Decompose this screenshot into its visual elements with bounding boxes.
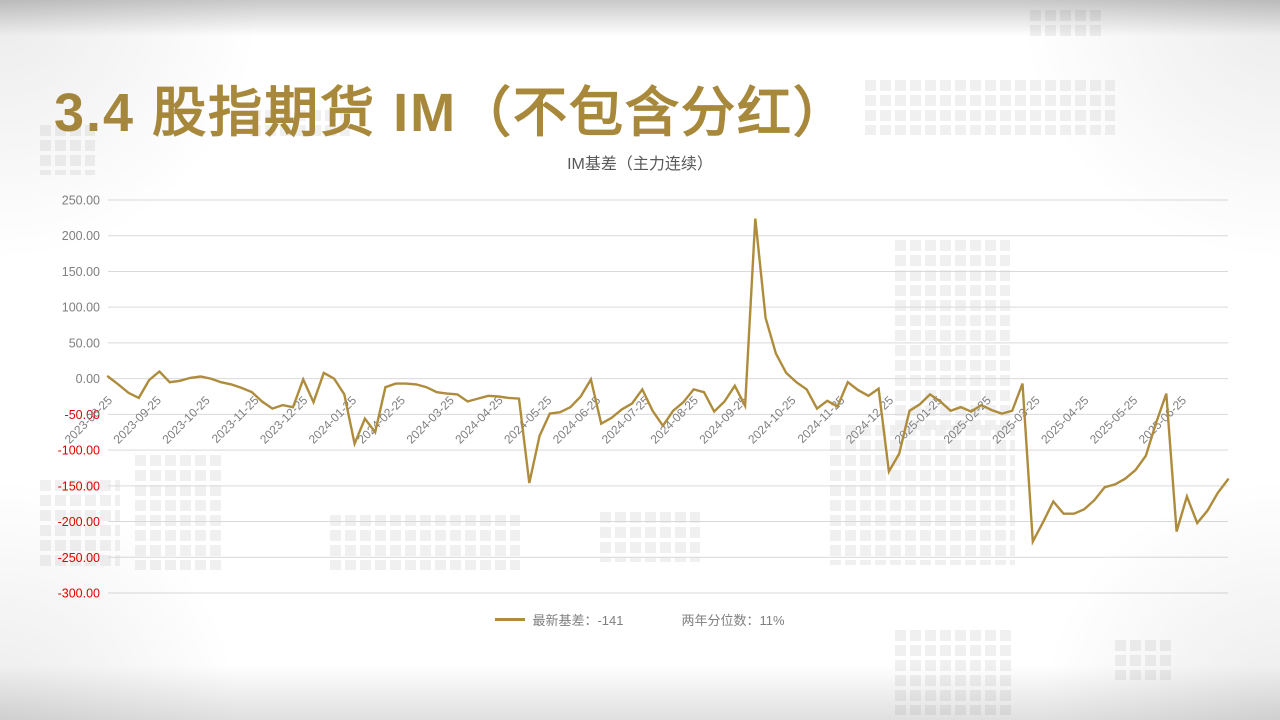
- y-axis-tick-label: 250.00: [62, 194, 100, 208]
- x-axis-tick-label: 2025-01-25: [892, 393, 946, 447]
- y-axis-tick-label: -100.00: [58, 444, 100, 458]
- y-axis-tick-label: 150.00: [62, 265, 100, 279]
- x-axis-tick-label: 2024-03-25: [404, 393, 458, 447]
- y-axis-tick-label: 200.00: [62, 229, 100, 243]
- x-axis-tick-label: 2024-12-25: [843, 393, 897, 447]
- x-axis-tick-label: 2023-09-25: [111, 393, 165, 447]
- chart-title: IM基差（主力连续）: [567, 156, 713, 173]
- x-axis-tick-label: 2025-04-25: [1038, 393, 1092, 447]
- y-axis-tick-label: -50.00: [65, 408, 100, 422]
- legend-latest-basis-label: 最新基差：-141: [532, 613, 624, 628]
- x-axis-tick-label: 2023-10-25: [159, 393, 213, 447]
- legend-item-percentile: 两年分位数：11%: [681, 610, 784, 629]
- watermark-mosaic: [250, 110, 350, 140]
- watermark-mosaic: [135, 455, 225, 570]
- x-axis-tick-label: 2025-02-25: [941, 393, 995, 447]
- slide-title: 3.4 股指期货 IM（不包含分红）: [54, 83, 850, 144]
- watermark-mosaic: [600, 512, 700, 562]
- y-axis-tick-label: -150.00: [58, 479, 100, 493]
- watermark-mosaic: [895, 630, 1015, 715]
- series-line-swatch: [495, 618, 526, 621]
- legend-percentile-label: 两年分位数：11%: [681, 613, 785, 628]
- x-axis-tick-label: 2023-12-25: [257, 393, 311, 447]
- basis-line-series: [106, 218, 1230, 546]
- y-axis-tick-label: 0.00: [76, 372, 100, 386]
- y-axis-tick-label: -200.00: [58, 515, 100, 529]
- watermark-mosaic: [40, 480, 120, 570]
- watermark-mosaic: [330, 515, 520, 570]
- y-axis-tick-label: -250.00: [58, 551, 100, 565]
- chart-legend: 最新基差：-141 两年分位数：11%: [0, 610, 1280, 629]
- watermark-mosaic: [830, 425, 1015, 565]
- watermark-mosaic: [1115, 640, 1175, 680]
- x-axis-tick-label: 2023-11-25: [209, 393, 262, 446]
- watermark-mosaic: [865, 80, 1115, 135]
- y-axis-tick-label: 100.00: [62, 301, 100, 315]
- y-axis-tick-label: -300.00: [58, 587, 100, 601]
- x-axis-tick-label: 2025-05-25: [1087, 393, 1141, 447]
- watermark-mosaic: [40, 125, 95, 175]
- watermark-mosaic: [1030, 10, 1105, 40]
- y-axis-tick-label: 50.00: [69, 336, 100, 350]
- x-axis-tick-label: 2024-08-25: [648, 393, 702, 447]
- x-axis-tick-label: 2024-04-25: [452, 393, 506, 447]
- legend-item-latest-basis: 最新基差：-141: [495, 610, 623, 629]
- x-axis-tick-label: 2024-10-25: [745, 393, 799, 447]
